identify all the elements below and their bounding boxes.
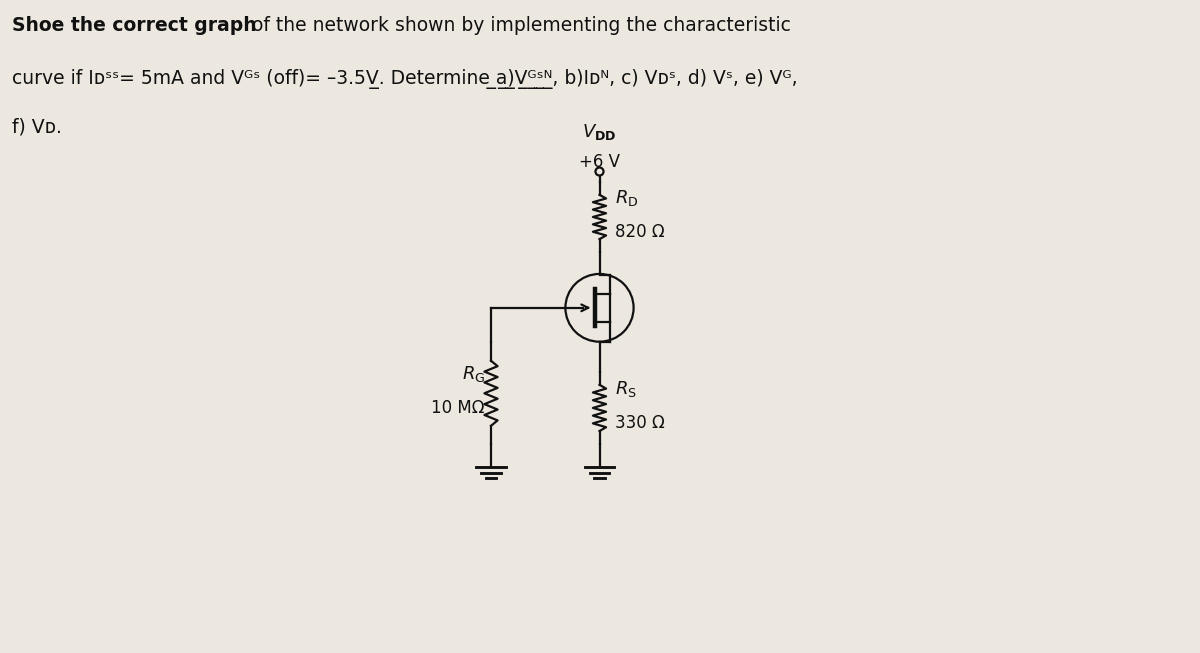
Text: +6 V: +6 V [580, 153, 620, 171]
Text: 820 Ω: 820 Ω [616, 223, 665, 241]
Text: 330 Ω: 330 Ω [616, 414, 665, 432]
Text: $R_{\mathrm{D}}$: $R_{\mathrm{D}}$ [616, 187, 638, 208]
Text: $R_{\mathrm{S}}$: $R_{\mathrm{S}}$ [616, 379, 637, 399]
Text: f) Vᴅ.: f) Vᴅ. [12, 118, 62, 136]
Text: curve if Iᴅˢˢ= 5mA and Vᴳˢ (off)= –3.5V̲. Determine ̲a̲)̲V̲ᴳ̲ˢ̲ᴺ̲, b)Iᴅᴺ, c) Vᴅˢ: curve if Iᴅˢˢ= 5mA and Vᴳˢ (off)= –3.5V̲… [12, 69, 798, 89]
Text: Shoe the correct graph: Shoe the correct graph [12, 16, 257, 35]
Text: of the network shown by implementing the characteristic: of the network shown by implementing the… [246, 16, 791, 35]
Text: 10 MΩ: 10 MΩ [431, 400, 485, 417]
Text: $V_{\mathbf{DD}}$: $V_{\mathbf{DD}}$ [582, 122, 617, 142]
Text: $R_{\mathrm{G}}$: $R_{\mathrm{G}}$ [462, 364, 485, 384]
